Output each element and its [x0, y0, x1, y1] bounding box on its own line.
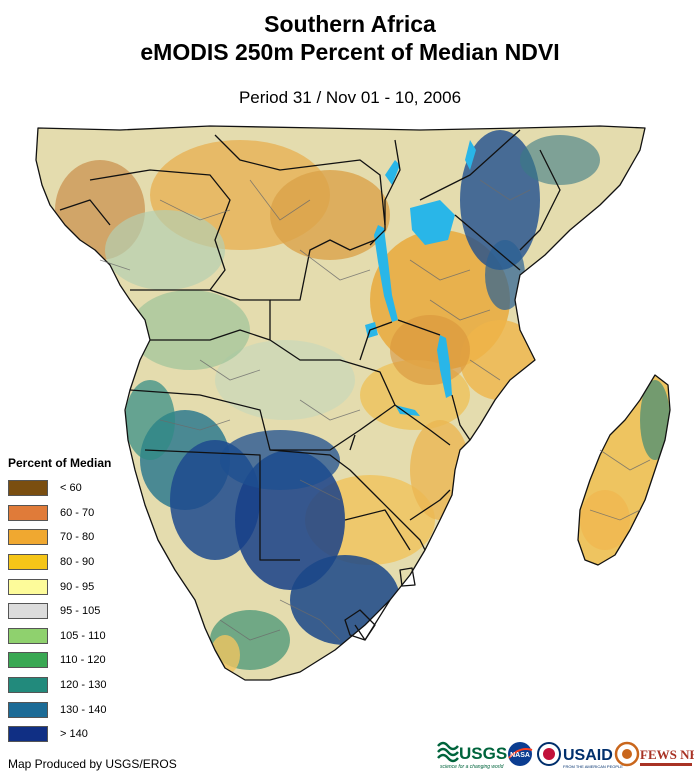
- usgs-wordmark: USGS: [459, 744, 507, 763]
- madagascar: [578, 375, 670, 565]
- usgs-logo: USGS science for a changing world: [437, 741, 507, 770]
- legend-item: 95 - 105: [8, 599, 138, 624]
- legend-swatch: [8, 603, 48, 620]
- map-period: Period 31 / Nov 01 - 10, 2006: [238, 88, 462, 107]
- usaid-wordmark: USAID: [563, 747, 613, 764]
- legend-item: 130 - 140: [8, 697, 138, 722]
- agency-logos: USGS science for a changing world NASA U…: [437, 741, 694, 770]
- legend-label: 60 - 70: [60, 506, 95, 519]
- lake-victoria: [410, 200, 455, 245]
- legend-swatch: [8, 726, 48, 743]
- legend-swatch: [8, 701, 48, 718]
- legend-label: 90 - 95: [60, 580, 95, 593]
- legend-item: 120 - 130: [8, 673, 138, 698]
- legend-swatch: [8, 480, 48, 497]
- legend-item: 105 - 110: [8, 624, 138, 649]
- legend-item: < 60: [8, 476, 138, 501]
- legend-swatch: [8, 504, 48, 521]
- legend-label: 130 - 140: [60, 703, 107, 716]
- admin-boundaries: [99, 179, 651, 641]
- usgs-wave-icon: [437, 741, 459, 763]
- map-title-line2: eMODIS 250m Percent of Median NDVI: [140, 39, 560, 65]
- fewsnet-wordmark: FEWS NET: [640, 747, 694, 762]
- legend-title: Percent of Median: [8, 456, 112, 470]
- map-credit: Map Produced by USGS/EROS: [8, 757, 177, 771]
- legend-swatch: [8, 554, 48, 571]
- lake-tanganyika: [374, 225, 398, 322]
- usaid-logo: USAID FROM THE AMERICAN PEOPLE: [537, 742, 623, 769]
- legend-swatch: [8, 652, 48, 669]
- legend-items: < 60 60 - 70 70 - 80 80 - 90 90 - 95 95 …: [8, 476, 138, 747]
- lake-kariba: [395, 405, 420, 416]
- legend-swatch: [8, 677, 48, 694]
- legend-label: 120 - 130: [60, 679, 107, 692]
- legend-label: > 140: [60, 728, 88, 741]
- legend-swatch: [8, 627, 48, 644]
- nasa-wordmark: NASA: [510, 752, 530, 759]
- legend-label: 95 - 105: [60, 605, 101, 618]
- legend-item: 80 - 90: [8, 550, 138, 575]
- nasa-logo: NASA: [508, 742, 533, 766]
- legend: Percent of Median < 60 60 - 70 70 - 80 8…: [8, 456, 138, 747]
- legend-label: 110 - 120: [60, 654, 106, 667]
- legend-item: > 140: [8, 722, 138, 747]
- legend-swatch: [8, 529, 48, 546]
- legend-swatch: [8, 578, 48, 595]
- country-borders: [35, 125, 671, 681]
- legend-item: 60 - 70: [8, 501, 138, 526]
- usgs-tagline: science for a changing world: [440, 764, 504, 770]
- map-title-line1: Southern Africa: [264, 11, 436, 37]
- lake-malawi: [437, 335, 452, 398]
- legend-label: 80 - 90: [60, 556, 95, 569]
- lake-albert: [385, 160, 400, 185]
- legend-item: 90 - 95: [8, 574, 138, 599]
- lakes: [365, 140, 476, 416]
- legend-label: 70 - 80: [60, 531, 95, 544]
- legend-label: < 60: [60, 482, 82, 495]
- fewsnet-logo: FEWS NET: [614, 741, 694, 767]
- legend-item: 110 - 120: [8, 648, 138, 673]
- usaid-tagline: FROM THE AMERICAN PEOPLE: [563, 764, 623, 769]
- lake-kyoga: [465, 140, 476, 170]
- legend-item: 70 - 80: [8, 525, 138, 550]
- legend-label: 105 - 110: [60, 629, 106, 642]
